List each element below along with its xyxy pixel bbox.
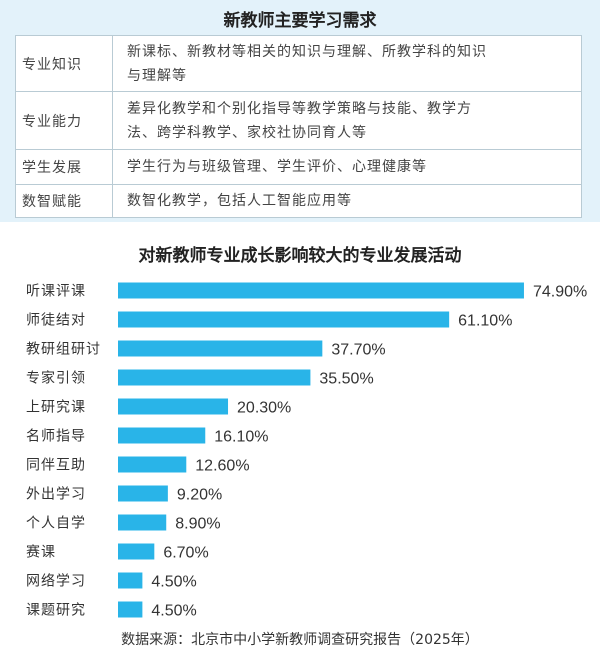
value-label: 6.70% xyxy=(163,545,208,562)
category-label: 专家引领 xyxy=(26,370,86,387)
description-cell: 差异化教学和个别化指导等教学策略与技能、教学方 法、跨学科教学、家校社协同育人等 xyxy=(112,91,582,150)
category-label: 名师指导 xyxy=(26,429,86,445)
table-row: 数智赋能 数智化教学，包括人工智能应用等 xyxy=(15,184,582,218)
bar xyxy=(118,340,323,357)
category-label: 外出学习 xyxy=(26,487,86,503)
description-line: 数智化教学，包括人工智能应用等 xyxy=(127,193,352,209)
bar xyxy=(118,311,450,328)
needs-table-title: 新教师主要学习需求 xyxy=(223,11,377,31)
value-label: 61.10% xyxy=(458,313,512,330)
bar xyxy=(118,282,524,299)
value-label: 8.90% xyxy=(175,516,220,533)
table-row: 专业知识 新课标、新教材等相关的知识与理解、所教学科的知识 与理解等 xyxy=(15,35,582,92)
category-label: 个人自学 xyxy=(26,516,86,532)
table-row: 专业能力 差异化教学和个别化指导等教学策略与技能、教学方 法、跨学科教学、家校社… xyxy=(15,91,582,150)
table-row: 学生发展 学生行为与班级管理、学生评价、心理健康等 xyxy=(15,149,582,185)
category-cell: 专业能力 xyxy=(15,91,113,150)
value-label: 74.90% xyxy=(533,284,587,301)
description-line: 差异化教学和个别化指导等教学策略与技能、教学方 xyxy=(127,100,472,117)
bar xyxy=(118,369,311,386)
bar xyxy=(118,514,167,531)
value-label: 4.50% xyxy=(151,603,196,620)
category-label: 课题研究 xyxy=(26,603,86,619)
bar xyxy=(118,427,206,444)
value-label: 9.20% xyxy=(177,487,222,504)
category-label: 师徒结对 xyxy=(26,313,86,329)
learning-needs-table: 专业知识 新课标、新教材等相关的知识与理解、所教学科的知识 与理解等 专业能力 … xyxy=(15,35,582,218)
description-line: 法、跨学科教学、家校社协同育人等 xyxy=(127,124,367,141)
value-label: 35.50% xyxy=(319,371,373,388)
category-cell: 学生发展 xyxy=(15,149,113,185)
value-label: 16.10% xyxy=(214,429,268,446)
category-label: 教研组研讨 xyxy=(26,342,101,358)
bar xyxy=(118,601,143,618)
bar xyxy=(118,398,229,415)
bar xyxy=(118,456,187,473)
data-source-note: 数据来源：北京市中小学新教师调查研究报告（2025年） xyxy=(121,632,479,648)
description-line: 新课标、新教材等相关的知识与理解、所教学科的知识 xyxy=(127,43,487,60)
value-label: 4.50% xyxy=(151,574,196,591)
description-line: 与理解等 xyxy=(127,67,187,84)
value-label: 37.70% xyxy=(331,342,385,359)
description-cell: 数智化教学，包括人工智能应用等 xyxy=(112,184,582,218)
category-label: 上研究课 xyxy=(26,400,86,416)
category-label: 网络学习 xyxy=(26,574,86,590)
category-cell: 数智赋能 xyxy=(15,184,113,218)
bar-chart: 听课评课 74.90% 师徒结对 61.10% 教研组研讨 37.70% 专家引领 35.50… xyxy=(26,282,587,620)
value-label: 20.30% xyxy=(237,400,291,417)
chart-title: 对新教师专业成长影响较大的专业发展活动 xyxy=(138,246,462,266)
category-label: 同伴互助 xyxy=(26,458,86,474)
description-line: 学生行为与班级管理、学生评价、心理健康等 xyxy=(127,159,427,175)
category-label: 赛课 xyxy=(26,545,56,561)
description-cell: 学生行为与班级管理、学生评价、心理健康等 xyxy=(112,149,582,185)
value-label: 12.60% xyxy=(195,458,249,475)
category-label: 听课评课 xyxy=(26,284,86,300)
bar xyxy=(118,572,143,589)
bar xyxy=(118,543,155,560)
description-cell: 新课标、新教材等相关的知识与理解、所教学科的知识 与理解等 xyxy=(112,35,582,92)
learning-needs-panel: 新教师主要学习需求 专业知识 新课标、新教材等相关的知识与理解、所教学科的知识 … xyxy=(0,0,600,222)
category-cell: 专业知识 xyxy=(15,35,113,92)
bar xyxy=(118,485,168,502)
